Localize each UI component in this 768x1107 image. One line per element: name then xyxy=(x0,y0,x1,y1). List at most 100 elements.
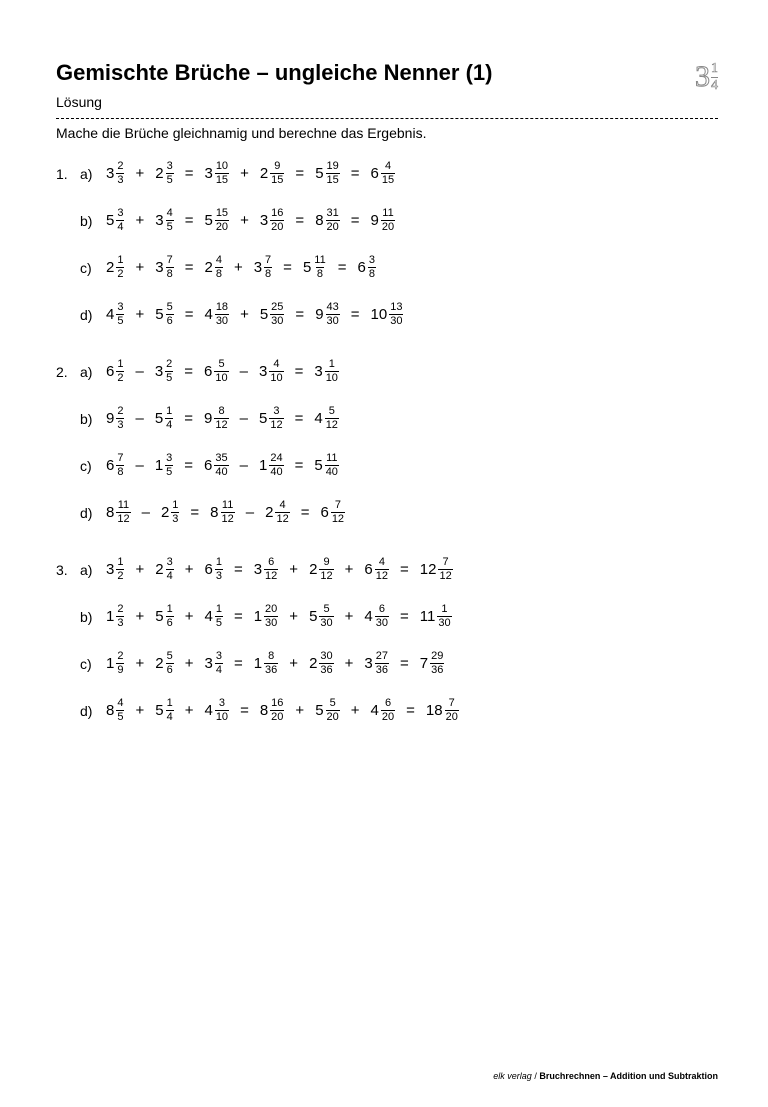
whole-part: 5 xyxy=(155,609,163,624)
operator: = xyxy=(293,457,306,474)
fraction-part: 35 xyxy=(166,161,174,186)
whole-part: 3 xyxy=(155,260,163,275)
mixed-fraction: 11130 xyxy=(420,604,452,629)
denominator: 30 xyxy=(326,314,340,327)
numerator: 4 xyxy=(272,359,280,371)
operator: + xyxy=(183,702,196,719)
whole-part: 3 xyxy=(106,562,114,577)
mixed-fraction: 32736 xyxy=(364,651,389,676)
whole-part: 6 xyxy=(106,458,114,473)
operator: + xyxy=(238,165,251,182)
row-letter: a) xyxy=(80,562,106,578)
denominator: 40 xyxy=(325,465,339,478)
numerator: 30 xyxy=(319,651,333,663)
whole-part: 8 xyxy=(260,703,268,718)
whole-part: 2 xyxy=(155,166,163,181)
mixed-fraction: 534 xyxy=(106,208,124,233)
numerator: 2 xyxy=(116,161,124,173)
mixed-fraction: 23036 xyxy=(309,651,334,676)
whole-part: 2 xyxy=(309,562,317,577)
mixed-fraction: 6412 xyxy=(364,557,389,582)
whole-part: 4 xyxy=(106,307,114,322)
whole-part: 9 xyxy=(371,213,379,228)
fraction-part: 1112 xyxy=(116,500,130,525)
expression: 612–325=6510–3410=3110 xyxy=(106,359,339,384)
fraction-part: 14 xyxy=(165,406,173,431)
numerator: 11 xyxy=(313,255,326,267)
mixed-fraction: 638 xyxy=(357,255,375,280)
operator: + xyxy=(133,212,146,229)
mixed-fraction: 845 xyxy=(106,698,124,723)
mixed-fraction: 9812 xyxy=(204,406,229,431)
mixed-fraction: 334 xyxy=(204,651,222,676)
numerator: 2 xyxy=(165,359,173,371)
exercise-row: b)123+516+415=12030+5530+4630=11130 xyxy=(56,604,718,629)
mixed-fraction: 12030 xyxy=(254,604,279,629)
whole-part: 6 xyxy=(106,364,114,379)
fraction-part: 48 xyxy=(215,255,223,280)
operator: + xyxy=(133,702,146,719)
numerator: 3 xyxy=(166,557,174,569)
mixed-fraction: 101330 xyxy=(371,302,404,327)
operator: = xyxy=(293,410,306,427)
numerator: 9 xyxy=(322,557,330,569)
row-letter: d) xyxy=(80,703,106,719)
exercise-row: b)923–514=9812–5312=4512 xyxy=(56,406,718,431)
whole-part: 5 xyxy=(259,411,267,426)
whole-part: 9 xyxy=(315,307,323,322)
denominator: 15 xyxy=(381,173,395,186)
whole-part: 2 xyxy=(204,260,212,275)
mixed-fraction: 378 xyxy=(254,255,272,280)
denominator: 20 xyxy=(326,220,340,233)
mixed-fraction: 51915 xyxy=(315,161,340,186)
fraction-part: 520 xyxy=(326,698,340,723)
exercise-row: c)129+256+334=1836+23036+32736=72936 xyxy=(56,651,718,676)
subtitle: Lösung xyxy=(56,94,492,110)
row-letter: c) xyxy=(80,458,106,474)
numerator: 3 xyxy=(166,161,174,173)
whole-part: 5 xyxy=(315,703,323,718)
row-letter: d) xyxy=(80,505,106,521)
fraction-part: 415 xyxy=(381,161,395,186)
whole-part: 11 xyxy=(420,609,436,624)
fraction-part: 412 xyxy=(275,500,289,525)
numerator: 7 xyxy=(442,557,450,569)
mixed-fraction: 81112 xyxy=(210,500,235,525)
fraction-part: 23 xyxy=(116,406,124,431)
denominator: 6 xyxy=(166,616,174,629)
operator: + xyxy=(133,608,146,625)
numerator: 11 xyxy=(221,500,234,512)
denominator: 36 xyxy=(375,663,389,676)
fraction-part: 712 xyxy=(438,557,452,582)
denominator: 20 xyxy=(326,710,340,723)
whole-part: 3 xyxy=(314,364,322,379)
denominator: 12 xyxy=(325,418,339,431)
logo-den: 4 xyxy=(711,77,718,93)
fraction-part: 110 xyxy=(325,359,339,384)
operator: = xyxy=(398,655,411,672)
numerator: 5 xyxy=(166,302,174,314)
mixed-fraction: 31620 xyxy=(260,208,285,233)
numerator: 3 xyxy=(218,698,226,710)
denominator: 15 xyxy=(215,173,229,186)
fraction-part: 1620 xyxy=(270,698,284,723)
whole-part: 5 xyxy=(315,166,323,181)
numerator: 4 xyxy=(384,161,392,173)
fraction-part: 4330 xyxy=(326,302,340,327)
whole-part: 6 xyxy=(204,458,212,473)
mixed-fraction: 213 xyxy=(161,500,179,525)
numerator: 29 xyxy=(430,651,444,663)
divider xyxy=(56,118,718,119)
whole-part: 12 xyxy=(420,562,437,577)
whole-part: 2 xyxy=(309,656,317,671)
denominator: 12 xyxy=(214,418,228,431)
mixed-fraction: 435 xyxy=(106,302,124,327)
fraction-part: 2030 xyxy=(264,604,278,629)
mixed-fraction: 234 xyxy=(155,557,173,582)
operator: = xyxy=(182,363,195,380)
operator: = xyxy=(293,363,306,380)
denominator: 12 xyxy=(221,512,235,525)
operator: + xyxy=(133,655,146,672)
fraction-part: 13 xyxy=(171,500,179,525)
mixed-fraction: 556 xyxy=(155,302,173,327)
